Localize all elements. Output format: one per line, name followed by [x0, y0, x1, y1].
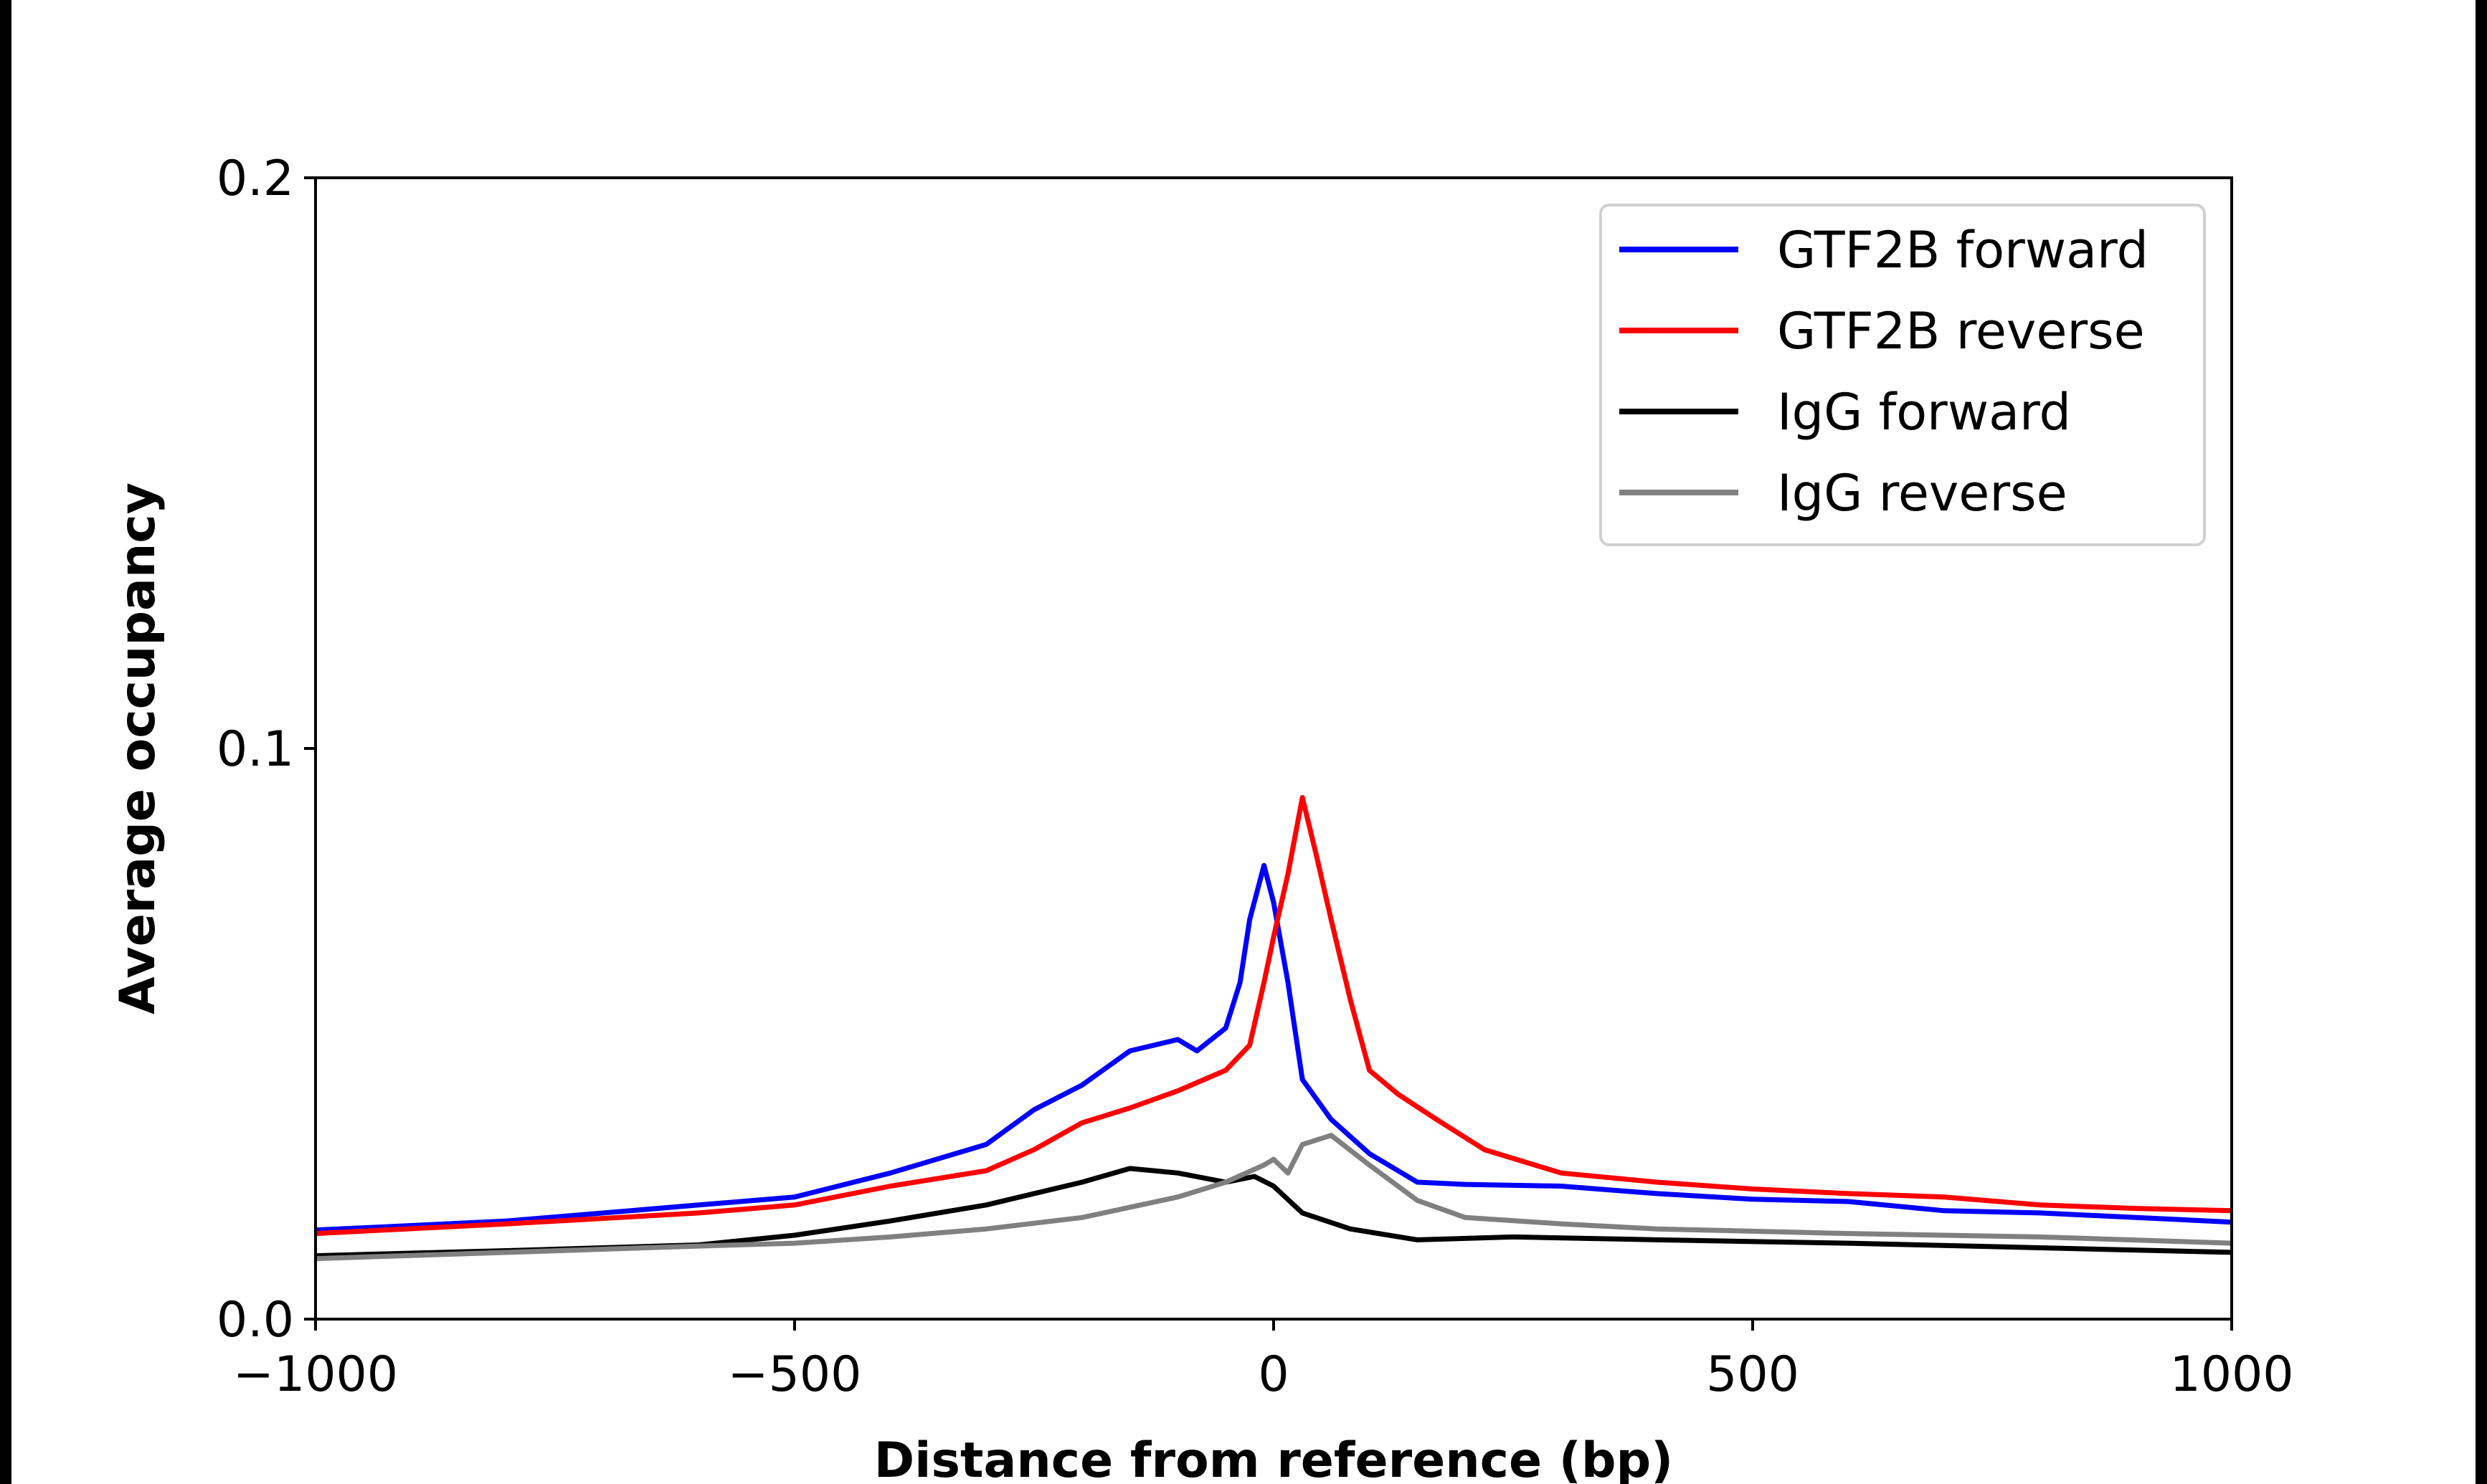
right-border [2476, 0, 2487, 1484]
y-axis: 0.0 0.1 0.2 [217, 151, 316, 1349]
legend-item: IgG reverse [1619, 464, 2067, 523]
series-line-igg-forward [315, 1166, 2232, 1259]
series-line-gtf2b-reverse [315, 795, 2232, 1237]
legend-item: GTF2B forward [1619, 221, 2149, 280]
x-axis-label: Distance from reference (bp) [874, 1432, 1674, 1484]
legend-label: IgG reverse [1777, 464, 2067, 523]
x-tick-label: −1000 [233, 1346, 398, 1403]
legend-label: GTF2B forward [1777, 221, 2149, 280]
legend: GTF2B forward GTF2B reverse IgG forward IgG… [1599, 204, 2206, 546]
legend-box [1599, 204, 2206, 546]
legend-item: IgG forward [1619, 383, 2071, 442]
x-tick-label: 0 [1258, 1346, 1289, 1403]
legend-label: IgG forward [1777, 383, 2071, 442]
y-axis-label: Average occupancy [110, 482, 166, 1014]
y-tick-label: 0.0 [217, 1292, 294, 1349]
series-layer [315, 795, 2232, 1262]
legend-label: GTF2B reverse [1777, 302, 2145, 361]
y-tick-label: 0.1 [217, 721, 294, 778]
x-tick-label: 1000 [2169, 1346, 2293, 1403]
left-border [0, 0, 11, 1484]
series-line-igg-reverse [315, 1133, 2232, 1262]
x-tick-label: −500 [728, 1346, 862, 1403]
series-line-gtf2b-forward [315, 862, 2232, 1233]
legend-item: GTF2B reverse [1619, 302, 2145, 361]
y-tick-label: 0.2 [217, 151, 294, 207]
x-tick-label: 500 [1706, 1346, 1799, 1403]
x-axis: −1000 −500 0 500 1000 [233, 1319, 2294, 1403]
